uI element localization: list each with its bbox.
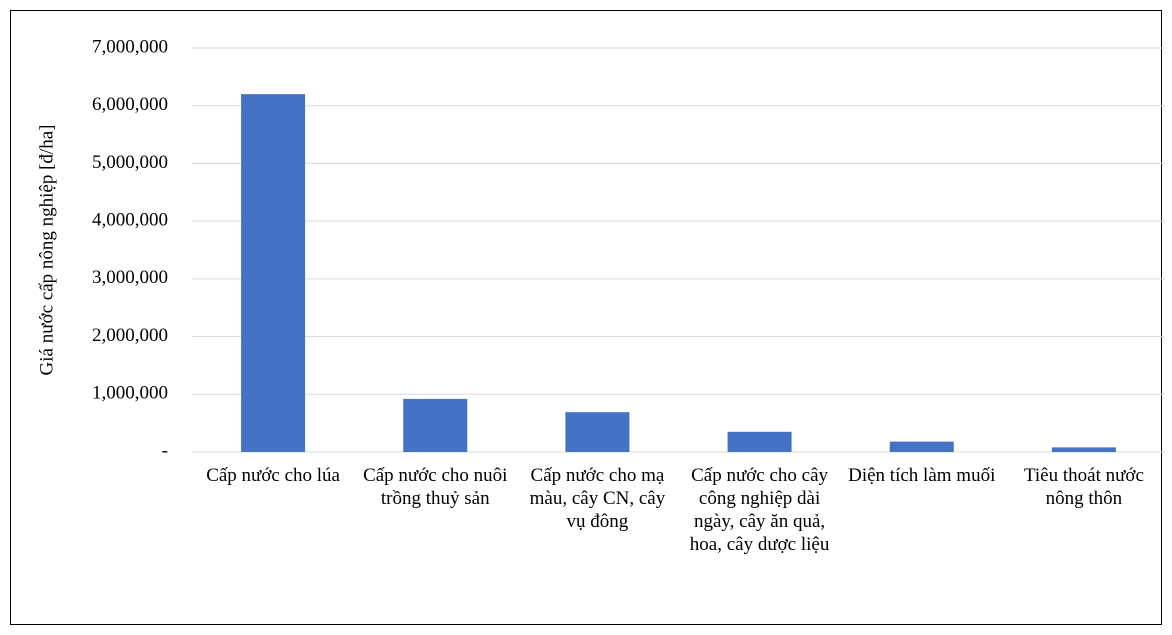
y-tick-label: 2,000,000: [92, 325, 168, 346]
y-tick-label: 3,000,000: [92, 267, 168, 288]
bar: [1051, 447, 1116, 452]
y-tick-label: 4,000,000: [92, 210, 168, 231]
y-tick-label: 7,000,000: [92, 36, 168, 57]
bar: [403, 398, 468, 452]
x-tick-label: Cấp nước cho mạ màu, cây CN, cây vụ đông: [530, 465, 666, 532]
y-tick-label: 5,000,000: [92, 152, 168, 173]
bar: [727, 431, 792, 452]
x-tick-label: Cấp nước cho nuôi trồng thuỷ sản: [363, 465, 507, 509]
x-tick-label: Tiêu thoát nước nông thôn: [1024, 465, 1144, 509]
x-tick-label: Cấp nước cho cây công nghiệp dài ngày, cây…: [690, 465, 830, 555]
chart-border: [10, 10, 1162, 625]
bar: [241, 94, 306, 453]
y-axis-label: Giá nước cấp nông nghiệp [đ/ha]: [36, 125, 57, 376]
y-tick-label: 6,000,000: [92, 94, 168, 115]
x-tick-label: Diện tích làm muối: [848, 465, 995, 486]
bar: [889, 441, 954, 452]
x-tick-label: Cấp nước cho lúa: [206, 465, 340, 486]
y-tick-label: -: [162, 440, 168, 461]
y-tick-label: 1,000,000: [92, 383, 168, 404]
bar: [565, 412, 630, 452]
